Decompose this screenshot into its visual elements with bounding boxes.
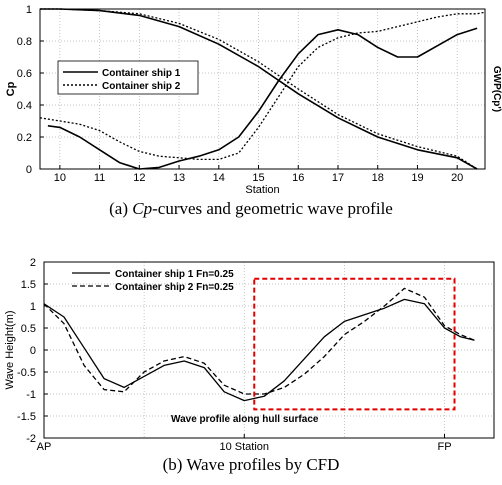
x-tick-label: 14 bbox=[213, 172, 225, 184]
legend-label: Container ship 1 Fn=0.25 bbox=[115, 269, 234, 280]
caption-b: (b) Wave profiles by CFD bbox=[162, 455, 340, 474]
x-tick-label: 15 bbox=[252, 172, 264, 184]
y-tick-label: 2 bbox=[30, 257, 36, 269]
y-tick-label: -2 bbox=[26, 433, 36, 445]
y-axis-label-right: GWP(Cp') bbox=[491, 66, 502, 112]
legend-label: Container ship 2 bbox=[102, 81, 181, 92]
plot-frame bbox=[39, 8, 486, 170]
series-line bbox=[40, 8, 478, 170]
series-line bbox=[43, 287, 475, 395]
x-tick-label: 11 bbox=[94, 172, 105, 184]
y-tick-label: 0 bbox=[30, 345, 36, 357]
x-tick-label: AP bbox=[37, 441, 52, 453]
y-tick-label: -0.5 bbox=[17, 367, 36, 379]
wave-chart: AP 10 Station FP -2 -1.5 -1 -0.5 0 0.5 1 1.5 2 Wave … bbox=[4, 257, 495, 453]
x-tick-label: 18 bbox=[372, 172, 384, 184]
caption-a-italic: Cp bbox=[132, 199, 153, 218]
x-tick-label: 16 bbox=[292, 172, 304, 184]
y-tick-label: -1.5 bbox=[17, 411, 36, 423]
y-tick-label: 0.6 bbox=[17, 68, 32, 80]
y-axis-label: Cp bbox=[5, 81, 17, 96]
legend-label: Container ship 1 bbox=[102, 68, 181, 79]
series-line bbox=[39, 11, 486, 161]
y-tick-label: -1 bbox=[26, 389, 36, 401]
caption-a: (a) Cp-curves and geometric wave profile bbox=[0, 199, 502, 219]
x-axis-label: Station bbox=[245, 184, 279, 196]
caption-a-rest: -curves and geometric wave profile bbox=[152, 199, 393, 218]
y-tick-label: 1 bbox=[26, 4, 32, 16]
series-line bbox=[43, 298, 475, 402]
x-tick-label: 10 bbox=[54, 172, 66, 184]
y-tick-label: 0 bbox=[26, 164, 32, 176]
highlight-box bbox=[253, 277, 456, 411]
y-tick-label: 0.5 bbox=[21, 323, 36, 335]
y-axis-label: Wave Height(m) bbox=[4, 310, 16, 389]
y-tick-label: 0.2 bbox=[17, 132, 32, 144]
series-line bbox=[47, 27, 478, 170]
x-tick-label: 10 Station bbox=[219, 441, 269, 453]
legend-label: Container ship 2 Fn=0.25 bbox=[115, 282, 234, 293]
y-tick-label: 1.5 bbox=[21, 279, 36, 291]
x-tick-label: 12 bbox=[133, 172, 145, 184]
y-tick-label: 0.4 bbox=[17, 100, 32, 112]
annotation-text: Wave profile along hull surface bbox=[171, 414, 319, 425]
caption-a-prefix: (a) bbox=[109, 199, 133, 218]
x-tick-label: 13 bbox=[173, 172, 185, 184]
series-line bbox=[40, 8, 478, 170]
cp-chart: 10 11 12 13 14 15 16 17 18 19 20 0 0.2 0.4 0.6 0.8 1 Stat… bbox=[5, 4, 502, 196]
y-tick-label: 1 bbox=[30, 301, 36, 313]
x-tick-label: FP bbox=[437, 441, 451, 453]
x-tick-label: 20 bbox=[451, 172, 463, 184]
x-tick-label: 17 bbox=[332, 172, 344, 184]
legend-box bbox=[57, 60, 199, 95]
x-tick-label: 19 bbox=[411, 172, 423, 184]
y-tick-label: 0.8 bbox=[17, 36, 32, 48]
